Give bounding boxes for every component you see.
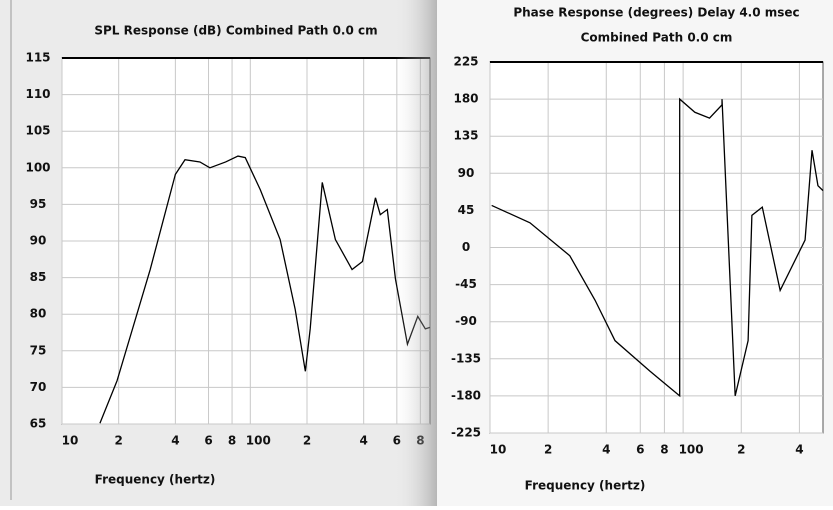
y-tick-label: 0	[462, 240, 470, 254]
x-tick-label: 2	[303, 434, 311, 448]
y-tick-label: -225	[451, 426, 481, 440]
y-tick-label: -180	[451, 388, 481, 402]
x-axis-label: Frequency (hertz)	[525, 479, 646, 493]
y-tick-label: -90	[455, 314, 477, 328]
x-tick-label: 4	[795, 443, 803, 457]
x-tick-label: 8	[660, 443, 668, 457]
x-tick-label: 4	[171, 434, 179, 448]
x-tick-label: 4	[360, 434, 368, 448]
y-tick-label: 65	[30, 417, 47, 431]
x-axis-label: Frequency (hertz)	[95, 473, 216, 487]
y-tick-label: 180	[453, 92, 478, 106]
y-tick-label: 115	[25, 51, 50, 65]
x-tick-label: 2	[544, 443, 552, 457]
chart-subtitle: Combined Path 0.0 cm	[581, 31, 733, 45]
y-tick-label: 225	[453, 55, 478, 69]
x-tick-label: 100	[246, 434, 271, 448]
y-tick-label: 90	[458, 166, 475, 180]
y-tick-label: 100	[25, 160, 50, 174]
x-tick-label: 10	[62, 434, 79, 448]
y-tick-label: 85	[30, 270, 47, 284]
data-line	[99, 155, 431, 424]
y-tick-label: 105	[25, 124, 50, 138]
y-tick-label: -45	[455, 277, 477, 291]
y-tick-label: 95	[30, 197, 47, 211]
y-tick-label: 90	[30, 234, 47, 248]
x-tick-label: 10	[490, 443, 507, 457]
x-tick-label: 8	[228, 434, 236, 448]
chart-title: Phase Response (degrees) Delay 4.0 msec	[513, 6, 799, 20]
x-tick-label: 6	[204, 434, 212, 448]
y-tick-label: 110	[25, 87, 50, 101]
x-tick-label: 2	[737, 443, 745, 457]
y-tick-label: 80	[30, 307, 47, 321]
y-tick-label: 45	[458, 203, 475, 217]
y-tick-label: 70	[30, 380, 47, 394]
y-tick-label: 75	[30, 343, 47, 357]
chart-title: SPL Response (dB) Combined Path 0.0 cm	[94, 24, 377, 38]
data-line	[491, 97, 824, 398]
y-tick-label: 135	[453, 129, 478, 143]
x-tick-label: 100	[679, 443, 704, 457]
page-fold	[395, 0, 437, 506]
y-tick-label: -135	[451, 351, 481, 365]
x-tick-label: 4	[602, 443, 610, 457]
x-tick-label: 6	[636, 443, 644, 457]
x-tick-label: 2	[115, 434, 123, 448]
